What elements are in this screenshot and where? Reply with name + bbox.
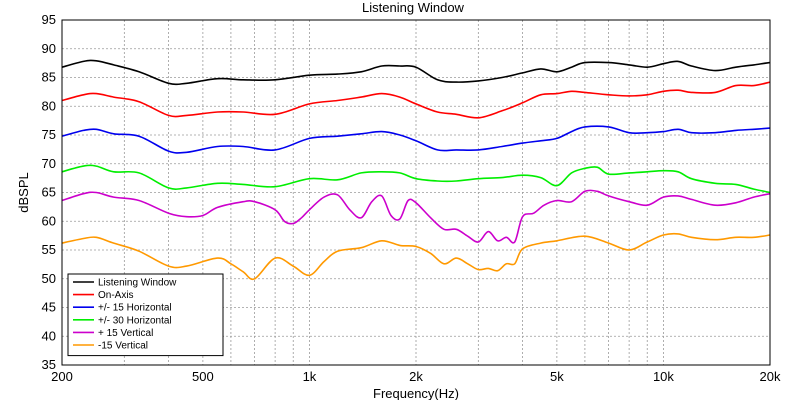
- x-tick-label: 10k: [653, 369, 674, 384]
- series-line-1: [61, 81, 771, 119]
- series-line-2: [61, 125, 771, 154]
- tick-labels: 35 40 45 50 55 60 65 70 75 80 85 90 95 200 500 1k 2k 5k 10…: [42, 12, 781, 384]
- series-line-4: [61, 189, 771, 244]
- legend-label: On-Axis: [98, 290, 134, 301]
- legend-label: Listening Window: [98, 278, 177, 289]
- series-line-0: [61, 59, 771, 86]
- legend-box: [67, 273, 224, 357]
- y-tick-label: 70: [42, 156, 56, 171]
- x-tick-label: 1k: [303, 369, 317, 384]
- x-tick-label: 500: [192, 369, 214, 384]
- series-line-5: [61, 232, 771, 281]
- y-tick-label: 95: [42, 12, 56, 27]
- chart-title: Listening Window: [362, 0, 464, 15]
- y-tick-label: 85: [42, 70, 56, 85]
- x-tick-label: 5k: [550, 369, 564, 384]
- x-tick-label: 200: [51, 369, 73, 384]
- y-tick-label: 35: [42, 357, 56, 372]
- x-tick-label: 20k: [760, 369, 781, 384]
- y-tick-label: 50: [42, 271, 56, 286]
- legend-label: +/- 30 Horizontal: [98, 315, 172, 326]
- y-tick-label: 90: [42, 41, 56, 56]
- y-tick-label: 65: [42, 185, 56, 200]
- x-tick-label: 2k: [409, 369, 423, 384]
- y-tick-label: 60: [42, 213, 56, 228]
- legend-label: -15 Vertical: [98, 341, 148, 352]
- series-lines: [61, 59, 771, 281]
- legend-label: + 15 Vertical: [98, 328, 153, 339]
- y-tick-label: 40: [42, 328, 56, 343]
- y-tick-label: 55: [42, 242, 56, 257]
- plot-frame: [61, 19, 771, 366]
- y-tick-label: 75: [42, 127, 56, 142]
- y-axis-title: dBSPL: [16, 172, 31, 212]
- y-tick-label: 45: [42, 300, 56, 315]
- series-line-3: [61, 164, 771, 194]
- y-tick-label: 80: [42, 98, 56, 113]
- x-axis-title: Frequency(Hz): [373, 386, 459, 400]
- legend-label: +/- 15 Horizontal: [98, 303, 172, 314]
